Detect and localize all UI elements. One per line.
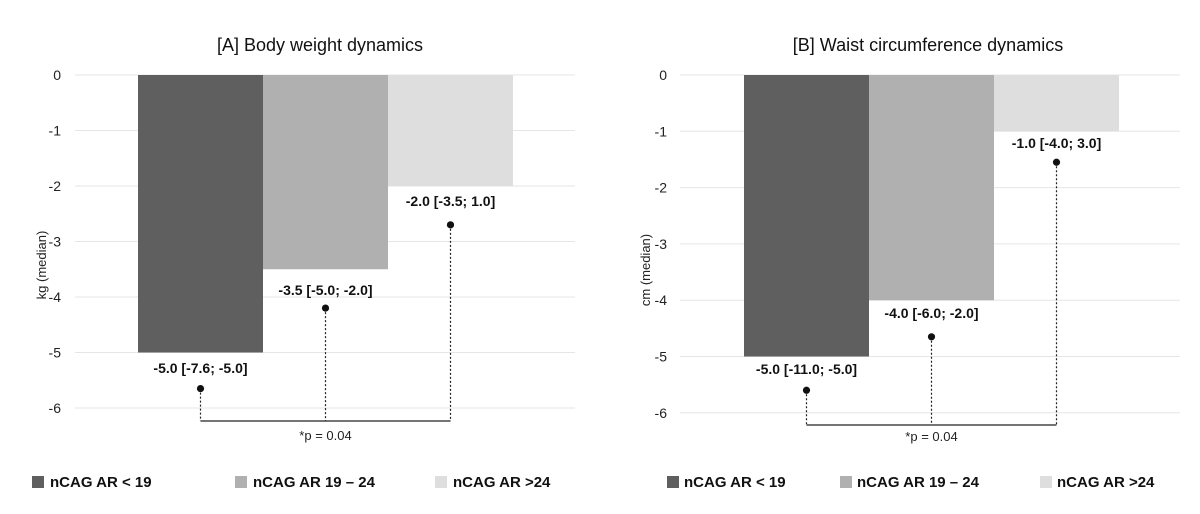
- y-tick-label: -4: [655, 292, 668, 308]
- data-label: -4.0 [-6.0; -2.0]: [884, 305, 978, 321]
- y-tick-label: 0: [53, 67, 61, 83]
- y-tick-label: -2: [655, 180, 668, 196]
- data-label: -3.5 [-5.0; -2.0]: [278, 282, 372, 298]
- y-tick-label: -6: [49, 400, 62, 416]
- data-label: -5.0 [-11.0; -5.0]: [756, 361, 857, 377]
- legend-swatch: [840, 476, 852, 488]
- legend-label: nCAG AR >24: [1057, 474, 1155, 491]
- bar: [263, 75, 388, 270]
- y-tick-label: 0: [659, 67, 667, 83]
- bar: [744, 75, 869, 357]
- y-axis-label: cm (median): [638, 234, 653, 306]
- whisker-point: [1052, 158, 1061, 166]
- bar: [388, 75, 513, 186]
- whisker-point: [446, 221, 455, 229]
- y-tick-label: -2: [49, 178, 62, 194]
- whisker-point: [927, 333, 936, 341]
- y-tick-label: -4: [49, 289, 62, 305]
- data-label: -2.0 [-3.5; 1.0]: [406, 193, 495, 209]
- bar: [138, 75, 263, 353]
- legend-label: nCAG AR < 19: [50, 474, 152, 491]
- y-axis-label: kg (median): [34, 231, 49, 300]
- legend-swatch: [235, 476, 247, 488]
- p-value-annotation: *p = 0.04: [299, 428, 351, 443]
- bar: [994, 75, 1119, 132]
- legend-swatch: [435, 476, 447, 488]
- legend-label: nCAG AR >24: [453, 474, 551, 491]
- legend-label: nCAG AR 19 – 24: [857, 474, 980, 491]
- y-tick-label: -6: [655, 405, 668, 421]
- data-label: -5.0 [-7.6; -5.0]: [153, 360, 247, 376]
- y-tick-label: -1: [655, 123, 668, 139]
- legend-swatch: [667, 476, 679, 488]
- chart-title: [B] Waist circumference dynamics: [793, 35, 1063, 55]
- legend-swatch: [32, 476, 44, 488]
- y-tick-label: -3: [49, 234, 62, 250]
- whisker-point: [196, 384, 205, 393]
- y-tick-label: -1: [49, 123, 62, 139]
- p-value-annotation: *p = 0.04: [905, 429, 957, 444]
- legend-swatch: [1040, 476, 1052, 488]
- y-tick-label: -5: [655, 349, 668, 365]
- bar: [869, 75, 994, 301]
- legend-label: nCAG AR 19 – 24: [253, 474, 376, 491]
- data-label: -1.0 [-4.0; 3.0]: [1012, 135, 1101, 151]
- legend-label: nCAG AR < 19: [684, 474, 786, 491]
- y-tick-label: -5: [49, 345, 62, 361]
- y-tick-label: -3: [655, 236, 668, 252]
- whisker-point: [321, 304, 330, 312]
- chart-panel-b: [B] Waist circumference dynamics cm (med…: [638, 35, 1180, 491]
- whisker-point: [802, 386, 811, 394]
- chart-title: [A] Body weight dynamics: [217, 35, 423, 55]
- chart-panel-a: [A] Body weight dynamics kg (median) 0 -1…: [32, 35, 575, 491]
